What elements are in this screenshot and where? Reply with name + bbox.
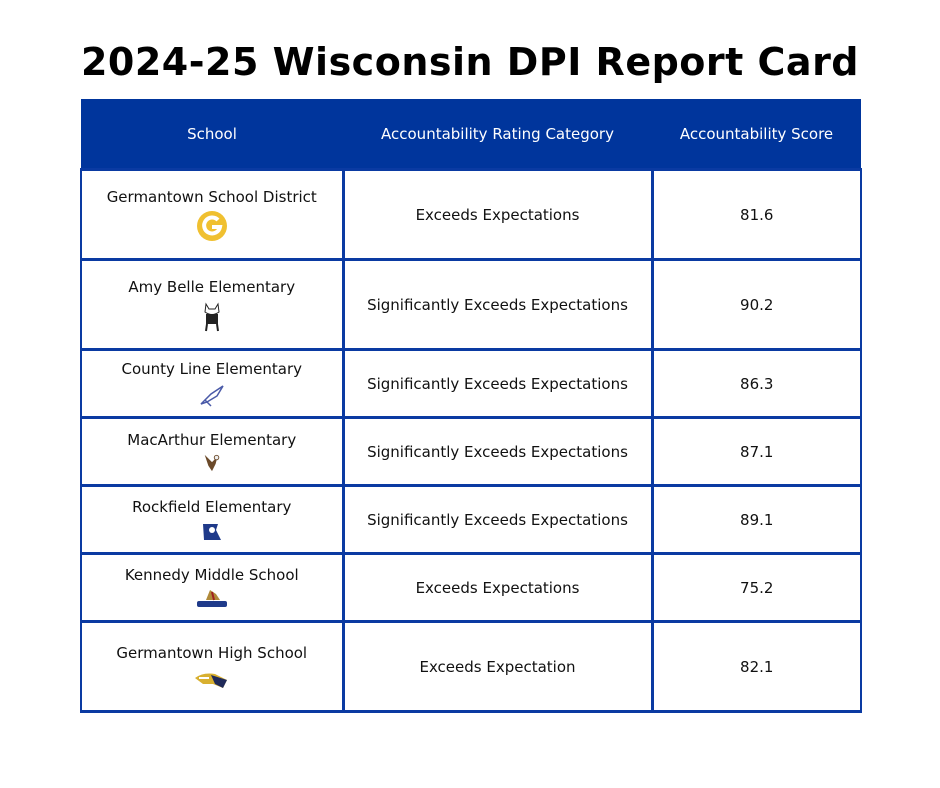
score-cell: 90.2 [650,258,862,351]
score-cell: 86.3 [650,348,862,419]
table-row: Germantown High School Exceeds Expectati… [80,620,862,713]
page-title: 2024-25 Wisconsin DPI Report Card [80,40,860,84]
school-name: MacArthur Elementary [127,430,297,449]
rating-cell: Exceeds Expectations [341,552,654,623]
table-header-row: School Accountability Rating Category Ac… [81,99,861,170]
school-name: County Line Elementary [121,359,303,378]
rating-cell: Exceeds Expectations [341,168,654,261]
rating-cell: Significantly Exceeds Expectations [341,258,654,351]
rating-cell: Significantly Exceeds Expectations [341,484,654,555]
school-name: Rockfield Elementary [132,497,292,516]
report-card-table: School Accountability Rating Category Ac… [80,99,862,713]
table-row: Kennedy Middle School Exceeds Expectatio… [80,552,862,623]
school-name: Germantown High School [116,643,308,662]
rating-cell: Exceeds Expectation [341,620,654,713]
g-logo-icon [196,210,227,241]
rating-cell: Significantly Exceeds Expectations [341,416,654,487]
header-rating: Accountability Rating Category [343,99,652,170]
score-cell: 89.1 [650,484,862,555]
table-row: MacArthur Elementary Significantly Excee… [80,416,862,487]
score-cell: 81.6 [650,168,862,261]
header-school: School [81,99,343,170]
school-name: Amy Belle Elementary [128,277,296,296]
rockfield-r-icon [202,523,221,540]
table-row: Rockfield Elementary Significantly Excee… [80,484,862,555]
eagle-icon [204,454,220,471]
warhawk-icon [194,673,227,688]
mascot-cat-icon [204,302,220,331]
table-row: Amy Belle Elementary Significantly Excee… [80,258,862,351]
score-cell: 82.1 [650,620,862,713]
mascot-bird-icon [200,384,224,407]
header-score: Accountability Score [652,99,861,170]
rating-cell: Significantly Exceeds Expectations [341,348,654,419]
table-row: Germantown School District Exceeds Expec… [80,168,862,261]
table-row: County Line Elementary Significantly Exc… [80,348,862,419]
school-name: Kennedy Middle School [124,565,299,584]
score-cell: 87.1 [650,416,862,487]
knight-icon [196,589,227,607]
school-name: Germantown School District [106,187,317,206]
score-cell: 75.2 [650,552,862,623]
